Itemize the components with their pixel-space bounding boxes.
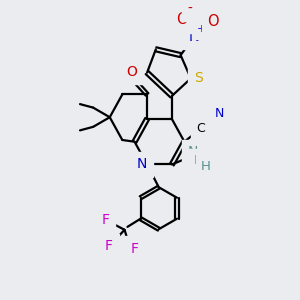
Text: O: O (126, 65, 137, 79)
Text: H: H (194, 154, 204, 167)
Text: N: N (188, 29, 199, 44)
Text: H: H (201, 160, 211, 173)
Text: C: C (197, 122, 206, 135)
Text: O: O (208, 14, 219, 29)
Text: S: S (194, 71, 203, 85)
Text: F: F (105, 239, 113, 253)
Text: N: N (136, 158, 147, 172)
Text: O: O (176, 12, 187, 27)
Text: F: F (102, 214, 110, 227)
Text: +: + (197, 24, 207, 34)
Text: N: N (215, 107, 224, 120)
Text: F: F (130, 242, 138, 256)
Text: N: N (188, 145, 198, 159)
Text: -: - (188, 2, 193, 16)
